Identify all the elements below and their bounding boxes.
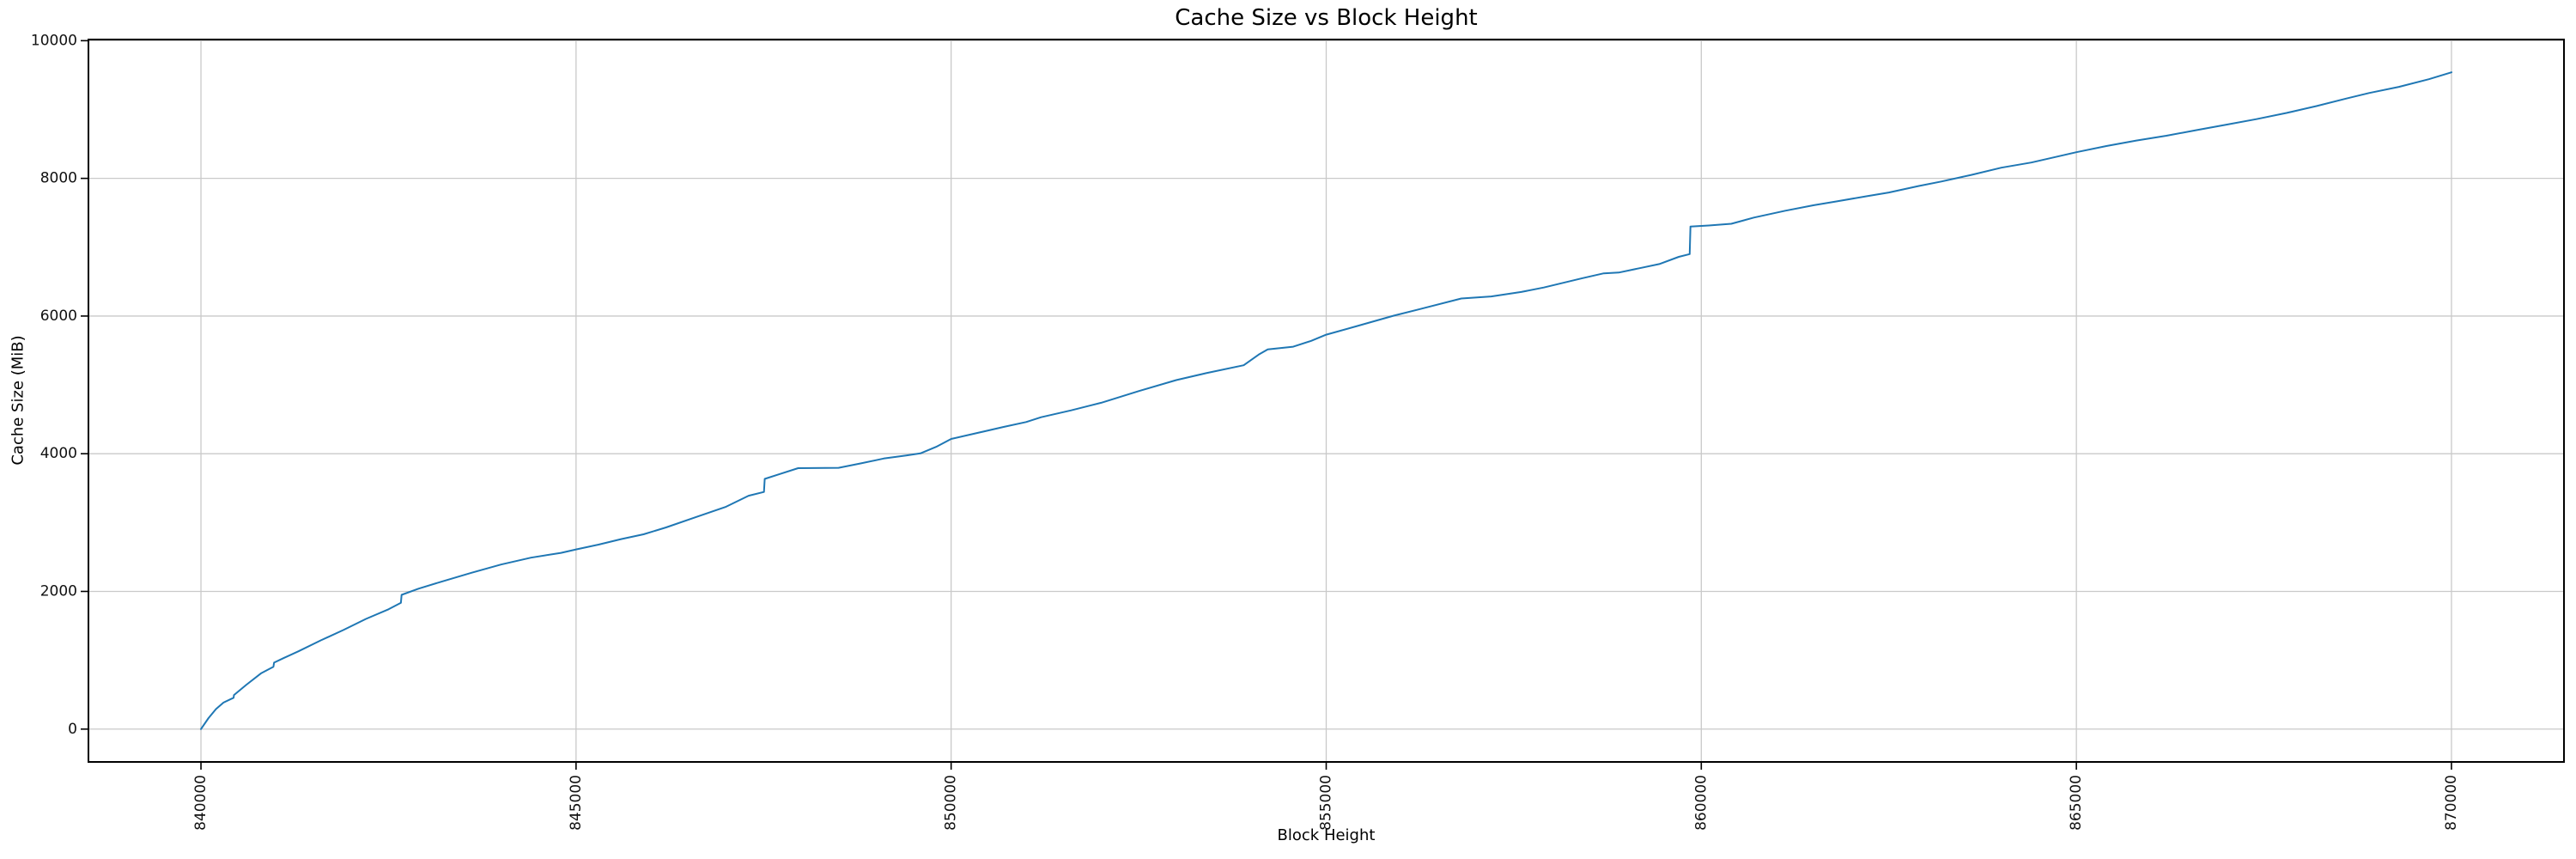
y-tick-label: 0	[68, 721, 77, 738]
x-axis-label: Block Height	[1277, 826, 1376, 844]
x-tick-label: 855000	[1318, 775, 1335, 831]
x-tick-label: 870000	[2443, 775, 2460, 831]
y-tick-label: 2000	[40, 582, 77, 600]
x-tick-label: 865000	[2068, 775, 2085, 831]
y-tick-label: 4000	[40, 445, 77, 462]
y-tick-label: 8000	[40, 170, 77, 187]
x-tick-label: 840000	[192, 775, 210, 831]
x-tick-label: 850000	[943, 775, 960, 831]
y-tick-label: 6000	[40, 308, 77, 325]
y-tick-label: 10000	[31, 32, 77, 49]
chart-title: Cache Size vs Block Height	[1175, 5, 1478, 31]
cache-size-line	[200, 71, 2452, 730]
x-tick-label: 860000	[1692, 775, 1710, 831]
x-tick-label: 845000	[568, 775, 585, 831]
